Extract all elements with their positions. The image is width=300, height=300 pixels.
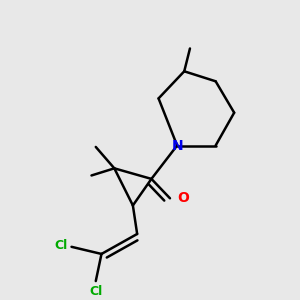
Text: Cl: Cl <box>89 285 102 298</box>
Text: O: O <box>177 191 189 205</box>
Text: Cl: Cl <box>54 239 67 252</box>
Text: N: N <box>171 139 183 152</box>
